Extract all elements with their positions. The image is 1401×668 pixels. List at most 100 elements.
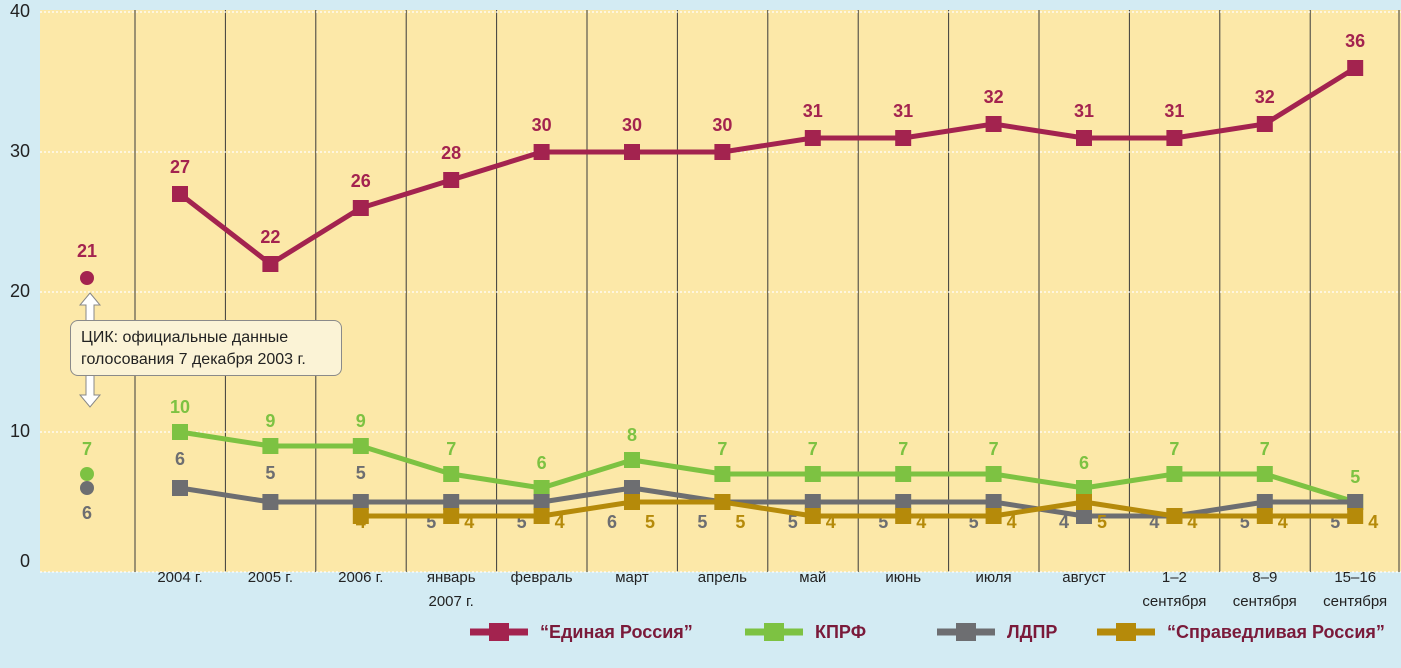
marker bbox=[714, 466, 731, 482]
legend-label: “Справедливая Россия” bbox=[1167, 622, 1385, 642]
plot-area bbox=[40, 10, 1401, 572]
data-label: 7 bbox=[446, 439, 456, 459]
y-tick-label: 0 bbox=[20, 551, 30, 571]
data-label: 6 bbox=[82, 503, 92, 523]
data-label: 4 bbox=[1059, 512, 1069, 532]
data-label: 4 bbox=[826, 512, 836, 532]
data-label: 5 bbox=[517, 512, 527, 532]
x-tick-label: июля bbox=[975, 569, 1012, 586]
data-label: 30 bbox=[622, 115, 642, 135]
marker bbox=[1076, 130, 1092, 146]
data-label: 4 bbox=[916, 512, 926, 532]
data-label: 7 bbox=[1260, 439, 1270, 459]
x-tick-label: 1–2 сентября bbox=[1142, 569, 1207, 610]
marker bbox=[985, 466, 1002, 482]
series-line bbox=[360, 499, 1356, 519]
marker bbox=[985, 116, 1002, 132]
marker bbox=[352, 494, 369, 510]
data-label: 7 bbox=[1169, 439, 1179, 459]
y-tick-label: 20 bbox=[10, 281, 30, 301]
data-label: 7 bbox=[898, 439, 908, 459]
data-label: 7 bbox=[989, 439, 999, 459]
data-label: 22 bbox=[260, 227, 280, 247]
marker bbox=[1347, 508, 1364, 524]
annotation: ЦИК: официальные данные голосования 7 де… bbox=[70, 320, 342, 376]
data-label: 28 bbox=[441, 143, 461, 163]
data-label: 4 bbox=[356, 512, 366, 532]
marker bbox=[80, 271, 94, 285]
data-label: 6 bbox=[1079, 453, 1089, 473]
data-label: 4 bbox=[1278, 512, 1288, 532]
marker bbox=[1076, 508, 1092, 524]
data-label: 7 bbox=[82, 439, 92, 459]
data-label: 4 bbox=[1187, 512, 1197, 532]
data-label: 6 bbox=[607, 512, 617, 532]
marker bbox=[80, 467, 94, 481]
marker bbox=[533, 508, 550, 524]
marker bbox=[804, 508, 821, 524]
data-label: 5 bbox=[1097, 512, 1107, 532]
data-label: 32 bbox=[1255, 87, 1275, 107]
data-label: 26 bbox=[351, 171, 371, 191]
marker bbox=[895, 494, 912, 510]
marker bbox=[80, 481, 94, 495]
data-label: 30 bbox=[532, 115, 552, 135]
data-label: 31 bbox=[1164, 101, 1184, 121]
x-tick-label: 2006 г. bbox=[338, 569, 384, 586]
x-tick-label: август bbox=[1062, 569, 1106, 586]
marker bbox=[1256, 116, 1273, 132]
data-label: 10 bbox=[170, 397, 190, 417]
marker bbox=[1256, 508, 1273, 524]
marker bbox=[624, 494, 640, 510]
data-label: 9 bbox=[265, 411, 275, 431]
x-tick-label: январь 2007 г. bbox=[426, 569, 476, 610]
data-label: 4 bbox=[464, 512, 474, 532]
marker bbox=[1347, 60, 1364, 76]
data-label: 27 bbox=[170, 157, 190, 177]
marker bbox=[1076, 480, 1092, 496]
marker bbox=[895, 508, 912, 524]
x-tick-label: 2004 г. bbox=[157, 569, 203, 586]
data-label: 4 bbox=[1007, 512, 1017, 532]
x-tick-label: май bbox=[799, 569, 827, 586]
marker bbox=[352, 438, 369, 454]
data-label: 9 bbox=[356, 411, 366, 431]
data-label: 8 bbox=[627, 425, 637, 445]
data-label: 5 bbox=[645, 512, 655, 532]
marker bbox=[533, 494, 550, 510]
series-line bbox=[179, 429, 1356, 505]
marker bbox=[1166, 466, 1183, 482]
marker bbox=[1166, 130, 1183, 146]
data-label: 30 bbox=[712, 115, 732, 135]
legend-label: КПРФ bbox=[815, 622, 866, 642]
marker bbox=[533, 480, 550, 496]
marker bbox=[443, 466, 460, 482]
data-label: 5 bbox=[1240, 512, 1250, 532]
x-tick-label: 2005 г. bbox=[247, 569, 294, 586]
data-label: 4 bbox=[1368, 512, 1378, 532]
marker bbox=[804, 494, 821, 510]
legend-label: “Единая Россия” bbox=[540, 622, 693, 642]
data-label: 7 bbox=[808, 439, 818, 459]
x-tick-label: 8–9 сентября bbox=[1232, 569, 1297, 610]
data-label: 7 bbox=[717, 439, 727, 459]
marker bbox=[985, 508, 1002, 524]
marker bbox=[624, 144, 640, 160]
data-label: 6 bbox=[537, 453, 547, 473]
marker bbox=[533, 144, 550, 160]
y-tick-label: 40 bbox=[10, 1, 30, 21]
data-label: 4 bbox=[555, 512, 565, 532]
legend-label: ЛДПР bbox=[1007, 622, 1057, 642]
marker bbox=[624, 480, 640, 496]
marker bbox=[262, 438, 279, 454]
data-label: 5 bbox=[356, 463, 366, 483]
x-tick-label: 15–16 сентября bbox=[1323, 569, 1388, 610]
marker bbox=[262, 494, 279, 510]
data-label: 21 bbox=[77, 241, 97, 261]
legend-marker bbox=[1116, 623, 1136, 641]
marker bbox=[1166, 508, 1183, 524]
y-tick-label: 10 bbox=[10, 421, 30, 441]
marker bbox=[1256, 466, 1273, 482]
